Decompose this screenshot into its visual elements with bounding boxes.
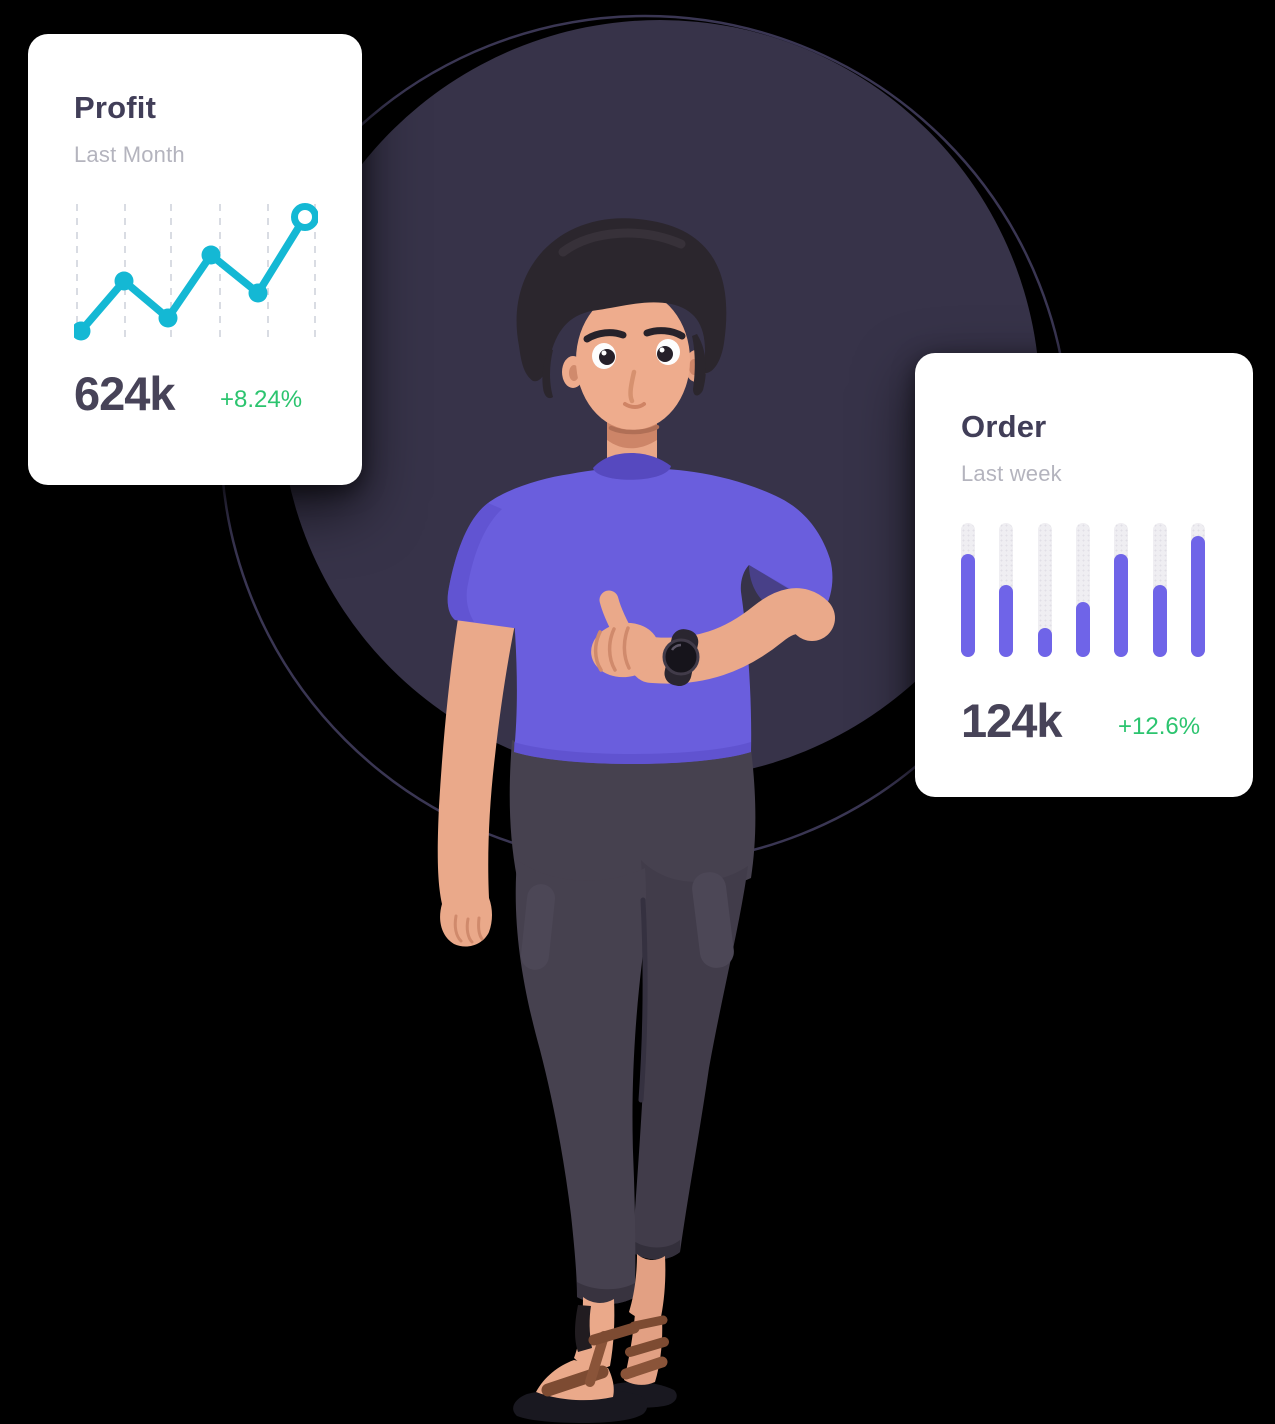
character-3d-man <box>437 218 835 1423</box>
mouth <box>608 424 660 435</box>
bar-fill <box>1190 536 1205 657</box>
character-ankles <box>574 1254 666 1369</box>
bar-fill <box>1075 602 1090 657</box>
profit-card-value: 624k <box>74 367 176 420</box>
profit-card-title: Profit <box>74 90 157 125</box>
order-card-subtitle: Last week <box>961 461 1062 486</box>
bar-fill <box>1037 627 1052 657</box>
order-bar-chart <box>961 523 1205 657</box>
character-head <box>562 290 707 435</box>
bar-fill <box>961 553 975 657</box>
bar-track <box>1075 523 1090 657</box>
bar-fill <box>1114 553 1129 657</box>
profit-card: Profit Last Month 624k +8.24% <box>28 34 362 485</box>
character-left-arm <box>437 612 515 947</box>
bar-fill <box>999 584 1014 657</box>
nose <box>628 369 637 404</box>
bar-track <box>1114 523 1129 657</box>
bar-track <box>961 523 975 657</box>
character-sandal-front <box>513 1322 648 1423</box>
bar-fill <box>1152 584 1167 657</box>
left-eyebrow <box>583 329 627 343</box>
face <box>576 290 690 430</box>
bar-track <box>1190 523 1205 657</box>
character-hair <box>516 218 727 399</box>
right-eyebrow <box>643 327 686 340</box>
bar-track <box>999 523 1014 657</box>
order-card-value: 124k <box>961 694 1063 747</box>
order-card-title: Order <box>961 409 1047 444</box>
character-right-arm-thumbs-up <box>591 588 835 687</box>
profit-line-chart <box>71 202 319 352</box>
character-pants <box>509 740 756 1305</box>
bar-track <box>1152 523 1167 657</box>
profit-card-subtitle: Last Month <box>74 142 185 167</box>
bar-track <box>1037 523 1052 657</box>
order-card: Order Last week 124k +12.6% <box>915 353 1253 797</box>
order-card-change: +12.6% <box>1118 713 1201 740</box>
profit-card-change: +8.24% <box>220 386 303 413</box>
character-tshirt <box>447 453 833 764</box>
